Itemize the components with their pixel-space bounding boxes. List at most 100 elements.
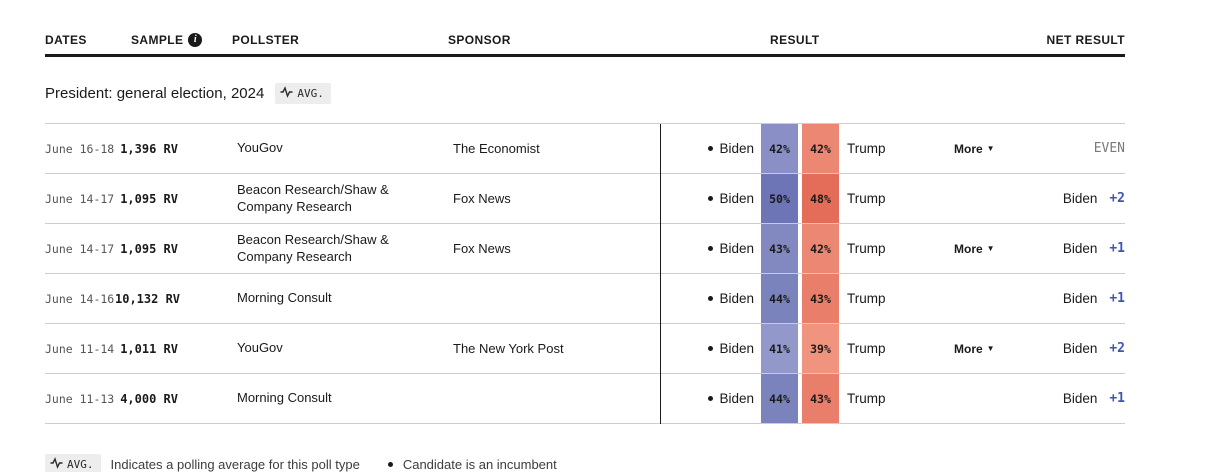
dem-candidate-label: Biden bbox=[660, 141, 761, 156]
net-result-cell: Biden +2 bbox=[1063, 341, 1125, 356]
poll-pollster-name[interactable]: Morning Consult bbox=[237, 290, 332, 306]
poll-sponsor-name: Fox News bbox=[453, 241, 511, 256]
net-result-cell: Biden +1 bbox=[1063, 241, 1125, 256]
poll-pollster-name[interactable]: YouGov bbox=[237, 340, 283, 356]
section-title: President: general election, 2024 bbox=[45, 84, 265, 102]
more-dropdown-label: More bbox=[954, 141, 983, 156]
poll-sponsor-name: The Economist bbox=[453, 141, 540, 156]
dem-percent-box: 44% bbox=[761, 274, 798, 323]
poll-result: Biden 43% 42% Trump More ▼ Biden +1 bbox=[660, 224, 1125, 273]
poll-sample-size: 1,095 RV bbox=[120, 191, 178, 206]
table-row: June 14-17 1,095 RV Beacon Research/Shaw… bbox=[45, 174, 1125, 224]
incumbent-dot-icon bbox=[708, 296, 714, 301]
dem-percent-box: 42% bbox=[761, 124, 798, 173]
rep-percent-box: 39% bbox=[802, 324, 839, 373]
poll-pollster-name[interactable]: Beacon Research/Shaw & Company Research bbox=[237, 232, 389, 264]
column-header-sponsor: SPONSOR bbox=[448, 33, 511, 47]
poll-dates: June 11-13 bbox=[45, 391, 115, 406]
net-leader-name: Biden bbox=[1062, 241, 1098, 256]
column-header-dates: DATES bbox=[45, 33, 87, 47]
rep-candidate-name: Trump bbox=[847, 141, 886, 156]
pulse-icon bbox=[50, 457, 63, 472]
dem-candidate-name: Biden bbox=[719, 141, 754, 156]
rep-candidate-name: Trump bbox=[847, 241, 886, 256]
avg-badge-legend: AVG. bbox=[45, 454, 101, 472]
table-column-header: DATES SAMPLE i POLLSTER SPONSOR RESULT N… bbox=[45, 0, 1125, 57]
more-dropdown-button[interactable]: More ▼ bbox=[954, 242, 995, 256]
net-margin-value: +1 bbox=[1109, 391, 1125, 406]
rep-candidate-name: Trump bbox=[847, 391, 886, 406]
avg-badge-label: AVG. bbox=[67, 458, 94, 471]
more-dropdown-button[interactable]: More ▼ bbox=[954, 142, 995, 156]
table-row: June 11-14 1,011 RV YouGov The New York … bbox=[45, 324, 1125, 374]
net-leader-name: Biden bbox=[1062, 191, 1098, 206]
net-margin-value: +1 bbox=[1109, 291, 1125, 306]
poll-pollster-name[interactable]: Beacon Research/Shaw & Company Research bbox=[237, 182, 389, 214]
poll-result: Biden 42% 42% Trump More ▼ EVEN bbox=[660, 124, 1125, 173]
column-header-sample: SAMPLE i bbox=[131, 33, 203, 47]
legend-footnote: AVG. Indicates a polling average for thi… bbox=[45, 454, 1125, 472]
column-header-net-result: NET RESULT bbox=[1046, 33, 1125, 47]
poll-sample-size: 10,132 RV bbox=[115, 291, 181, 306]
column-header-pollster: POLLSTER bbox=[232, 33, 300, 47]
net-margin-value: +1 bbox=[1109, 241, 1125, 256]
poll-sample-size: 1,011 RV bbox=[120, 341, 178, 356]
dem-candidate-name: Biden bbox=[719, 291, 754, 306]
net-result-cell: EVEN bbox=[1094, 141, 1125, 156]
info-icon[interactable]: i bbox=[188, 33, 203, 47]
poll-rows: June 16-18 1,396 RV YouGov The Economist… bbox=[45, 123, 1125, 424]
dem-candidate-name: Biden bbox=[719, 241, 754, 256]
dem-candidate-label: Biden bbox=[660, 291, 761, 306]
poll-dates: June 14-17 bbox=[45, 191, 115, 206]
table-row: June 11-13 4,000 RV Morning Consult Bide… bbox=[45, 374, 1125, 424]
dem-percent-box: 43% bbox=[761, 224, 798, 273]
dem-candidate-label: Biden bbox=[660, 241, 761, 256]
incumbent-dot-icon bbox=[708, 346, 714, 351]
rep-percent-box: 43% bbox=[802, 274, 839, 323]
more-dropdown-button[interactable]: More ▼ bbox=[954, 342, 995, 356]
incumbent-dot-icon bbox=[708, 196, 714, 201]
dem-candidate-name: Biden bbox=[719, 191, 754, 206]
poll-pollster-name[interactable]: YouGov bbox=[237, 140, 283, 156]
table-row: June 14-16 10,132 RV Morning Consult Bid… bbox=[45, 274, 1125, 324]
net-result-cell: Biden +1 bbox=[1063, 391, 1125, 406]
incumbent-note-text: Candidate is an incumbent bbox=[402, 457, 557, 472]
poll-sample-size: 4,000 RV bbox=[120, 391, 178, 406]
rep-percent-box: 42% bbox=[802, 124, 839, 173]
chevron-down-icon: ▼ bbox=[986, 344, 995, 353]
rep-candidate-name: Trump bbox=[847, 341, 886, 356]
avg-badge-label: AVG. bbox=[297, 86, 324, 100]
net-result-cell: Biden +1 bbox=[1063, 291, 1125, 306]
incumbent-dot-icon bbox=[708, 396, 714, 401]
dem-candidate-label: Biden bbox=[660, 391, 761, 406]
poll-dates: June 14-16 bbox=[45, 291, 115, 306]
poll-result: Biden 41% 39% Trump More ▼ Biden +2 bbox=[660, 324, 1125, 373]
table-row: June 16-18 1,396 RV YouGov The Economist… bbox=[45, 124, 1125, 174]
rep-percent-box: 42% bbox=[802, 224, 839, 273]
rep-percent-box: 48% bbox=[802, 174, 839, 223]
dem-candidate-label: Biden bbox=[660, 191, 761, 206]
pulse-icon bbox=[280, 85, 293, 101]
poll-result: Biden 44% 43% Trump More ▼ Biden +1 bbox=[660, 374, 1125, 423]
net-even-label: EVEN bbox=[1093, 141, 1125, 156]
poll-sponsor-name: The New York Post bbox=[453, 341, 564, 356]
more-dropdown-label: More bbox=[954, 341, 983, 356]
poll-dates: June 16-18 bbox=[45, 141, 115, 156]
dem-percent-box: 41% bbox=[761, 324, 798, 373]
incumbent-dot-icon bbox=[387, 462, 393, 467]
incumbent-dot-icon bbox=[708, 246, 714, 251]
avg-badge: AVG. bbox=[275, 82, 331, 104]
poll-result: Biden 50% 48% Trump More ▼ Biden +2 bbox=[660, 174, 1125, 223]
polls-table: DATES SAMPLE i POLLSTER SPONSOR RESULT N… bbox=[45, 0, 1125, 472]
poll-sample-size: 1,095 RV bbox=[120, 241, 178, 256]
incumbent-dot-icon bbox=[708, 146, 714, 151]
poll-pollster-name[interactable]: Morning Consult bbox=[237, 390, 332, 406]
table-row: June 14-17 1,095 RV Beacon Research/Shaw… bbox=[45, 224, 1125, 274]
net-margin-value: +2 bbox=[1109, 191, 1125, 206]
dem-candidate-label: Biden bbox=[660, 341, 761, 356]
poll-dates: June 14-17 bbox=[45, 241, 115, 256]
rep-percent-box: 43% bbox=[802, 374, 839, 423]
poll-dates: June 11-14 bbox=[45, 341, 115, 356]
dem-percent-box: 50% bbox=[761, 174, 798, 223]
